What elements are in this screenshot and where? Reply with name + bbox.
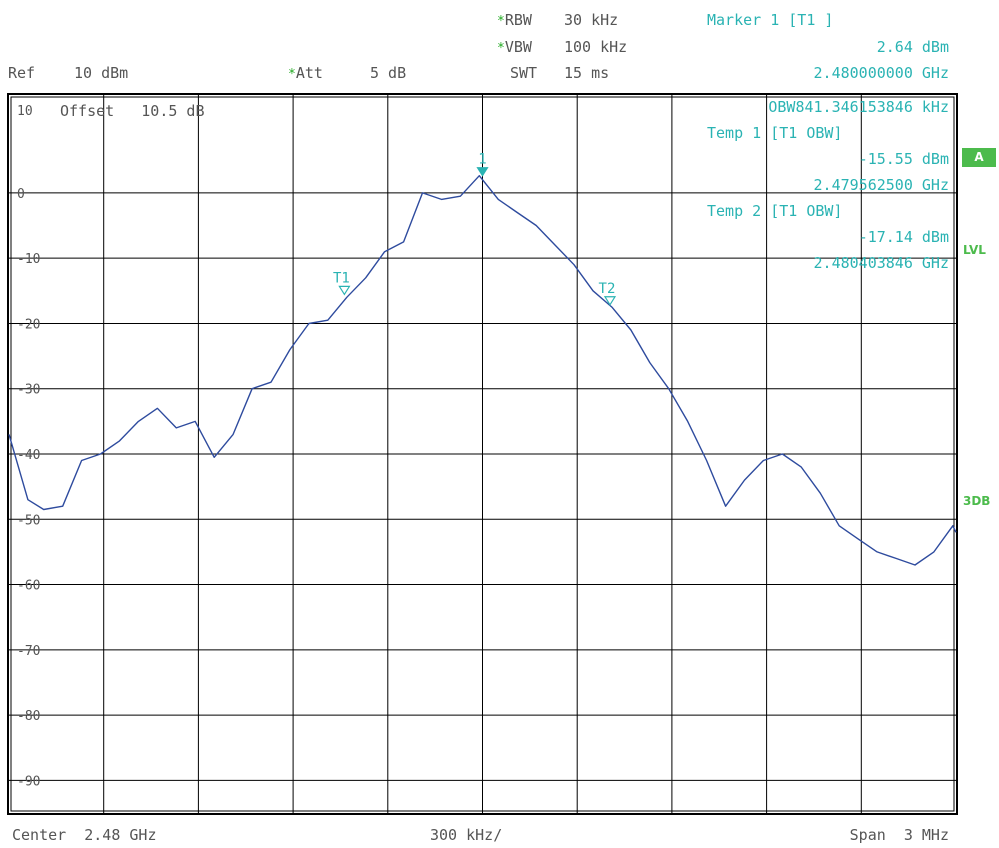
att-setting: *Att xyxy=(288,64,323,82)
trace-a-badge: A xyxy=(962,148,996,167)
rbw-setting: *RBW xyxy=(497,11,532,29)
marker-frequency: 2.480000000 GHz xyxy=(813,64,949,82)
y-tick-label: -90 xyxy=(17,774,40,789)
temp2-title: Temp 2 [T1 OBW] xyxy=(707,202,843,220)
temp1-level: -15.55 dBm xyxy=(858,150,949,168)
swt-value: 15 ms xyxy=(564,64,610,82)
center-frequency: Center 2.48 GHz xyxy=(12,826,157,844)
vbw-value: 100 kHz xyxy=(564,38,628,56)
temp1-title: Temp 1 [T1 OBW] xyxy=(707,124,843,142)
vbw-setting: *VBW xyxy=(497,38,532,56)
temp2-level: -17.14 dBm xyxy=(858,228,949,246)
frequency-scale: 300 kHz/ xyxy=(430,826,503,844)
lvl-label: LVL xyxy=(963,243,986,257)
marker-1-label: 1 xyxy=(478,152,486,168)
marker-T1-label: T1 xyxy=(333,270,350,286)
ref-label: Ref xyxy=(8,64,36,82)
frequency-span: Span 3 MHz xyxy=(849,826,949,844)
marker-T2-label: T2 xyxy=(599,281,616,297)
rbw-value: 30 kHz xyxy=(564,11,619,29)
y-tick-label: -70 xyxy=(17,644,40,659)
temp1-frequency: 2.479562500 GHz xyxy=(813,176,949,194)
y-tick-label: -80 xyxy=(17,709,40,724)
marker-title: Marker 1 [T1 ] xyxy=(707,11,834,29)
y-tick-label: -50 xyxy=(17,513,40,528)
marker-1-symbol xyxy=(476,167,489,177)
marker-level: 2.64 dBm xyxy=(876,38,949,56)
y-tick-label: 0 xyxy=(17,187,25,202)
swt-label: SWT xyxy=(510,64,538,82)
obw-readout: OBW841.346153846 kHz xyxy=(768,98,949,116)
temp2-frequency: 2.480403846 GHz xyxy=(813,254,949,272)
ref-value: 10 dBm xyxy=(74,64,129,82)
threedb-label: 3DB xyxy=(963,494,991,508)
y-tick-label: -60 xyxy=(17,579,40,594)
marker-T1-symbol xyxy=(338,285,351,296)
y-tick-label: -20 xyxy=(17,317,40,332)
att-value: 5 dB xyxy=(370,64,407,82)
plot-frame xyxy=(7,93,958,815)
y-tick-label: -30 xyxy=(17,383,40,398)
y-tick-label: -40 xyxy=(17,448,40,463)
trace-line xyxy=(8,174,957,566)
offset-label: Offset 10.5 dB xyxy=(60,102,205,120)
marker-T2-symbol xyxy=(603,296,617,306)
y-tick-label: -10 xyxy=(17,252,40,267)
y-tick-label: 10 xyxy=(17,104,33,119)
